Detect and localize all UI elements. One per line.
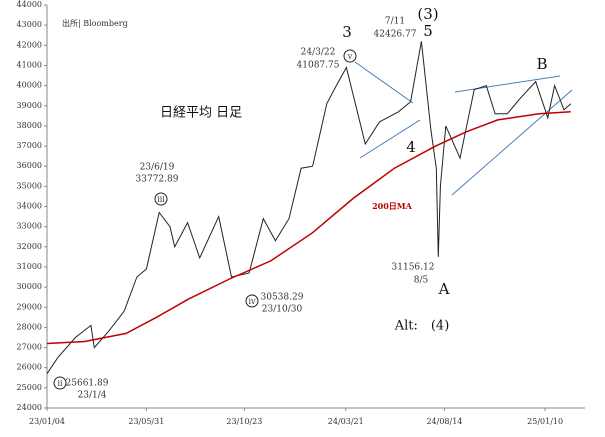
ma-label: 200日MA <box>372 201 413 211</box>
annotation: 24/3/22 <box>301 48 336 58</box>
wave-label: 3 <box>342 23 352 41</box>
trend-line <box>451 89 573 196</box>
y-tick-label: 25000 <box>17 383 42 392</box>
annotations: 出所| Bloomberg 日経平均 日足 200日MA 24/3/22 410… <box>53 5 573 401</box>
circle <box>53 376 67 390</box>
y-tick-label: 44000 <box>17 0 42 9</box>
x-tick-label: 23/01/04 <box>29 417 65 426</box>
x-tick-label: 25/01/10 <box>527 417 563 426</box>
wave-label: v <box>347 52 353 61</box>
annotation: 41087.75 <box>297 61 340 71</box>
wave-label: ii <box>57 379 63 388</box>
annotation: 7/11 <box>385 17 405 27</box>
y-tick-label: 24000 <box>17 403 42 412</box>
x-tick-label: 24/08/14 <box>426 417 462 426</box>
circle <box>245 294 259 308</box>
x-tick-label: 23/05/31 <box>128 417 164 426</box>
y-tick-label: 30000 <box>17 282 42 291</box>
wave-label: Alt: (4) <box>394 319 450 334</box>
y-tick-label: 32000 <box>17 242 42 251</box>
annotation: 30538.29 <box>261 293 304 303</box>
trend-line <box>359 119 421 159</box>
y-tick-label: 37000 <box>17 141 42 150</box>
trend-line <box>454 75 561 93</box>
y-tick-label: 39000 <box>17 101 42 110</box>
annotation: 23/6/19 <box>140 163 175 173</box>
wave-label: (3) <box>417 5 438 23</box>
annotation: 42426.77 <box>374 30 417 40</box>
circle <box>343 49 357 63</box>
annotation: 25661.89 <box>66 379 109 389</box>
wave-label: A <box>438 280 450 298</box>
y-tick-label: 40000 <box>17 81 42 90</box>
circle <box>154 192 168 206</box>
annotation: 31156.12 <box>392 263 435 273</box>
annotation: 8/5 <box>414 276 429 286</box>
y-tick-label: 42000 <box>17 40 42 49</box>
annotation: 23/1/4 <box>78 391 107 401</box>
y-tick-label: 41000 <box>17 60 42 69</box>
y-tick-label: 38000 <box>17 121 42 130</box>
y-tick-label: 27000 <box>17 343 42 352</box>
y-tick-label: 28000 <box>17 322 42 331</box>
y-tick-label: 33000 <box>17 222 42 231</box>
wave-label: iv <box>248 297 256 306</box>
y-tick-label: 31000 <box>17 262 42 271</box>
wave-label: 4 <box>406 138 416 156</box>
y-tick-label: 26000 <box>17 363 42 372</box>
x-tick-label: 23/10/23 <box>226 417 262 426</box>
source: 出所| Bloomberg <box>62 18 128 28</box>
series-line <box>46 41 572 374</box>
y-tick-label: 43000 <box>17 20 42 29</box>
series-line <box>46 111 571 345</box>
x-tick-label: 24/03/21 <box>328 417 364 426</box>
annotation: 33772.89 <box>136 175 179 185</box>
y-tick-label: 35000 <box>17 181 42 190</box>
wave-label: 5 <box>423 22 433 40</box>
wave-label: iii <box>157 195 165 204</box>
y-tick-label: 34000 <box>17 202 42 211</box>
wave-label: B <box>536 55 547 73</box>
trend-line <box>354 61 414 104</box>
y-tick-label: 36000 <box>17 161 42 170</box>
y-tick-label: 29000 <box>17 302 42 311</box>
annotation: 23/10/30 <box>262 305 303 315</box>
chart-title: 日経平均 日足 <box>160 106 242 121</box>
